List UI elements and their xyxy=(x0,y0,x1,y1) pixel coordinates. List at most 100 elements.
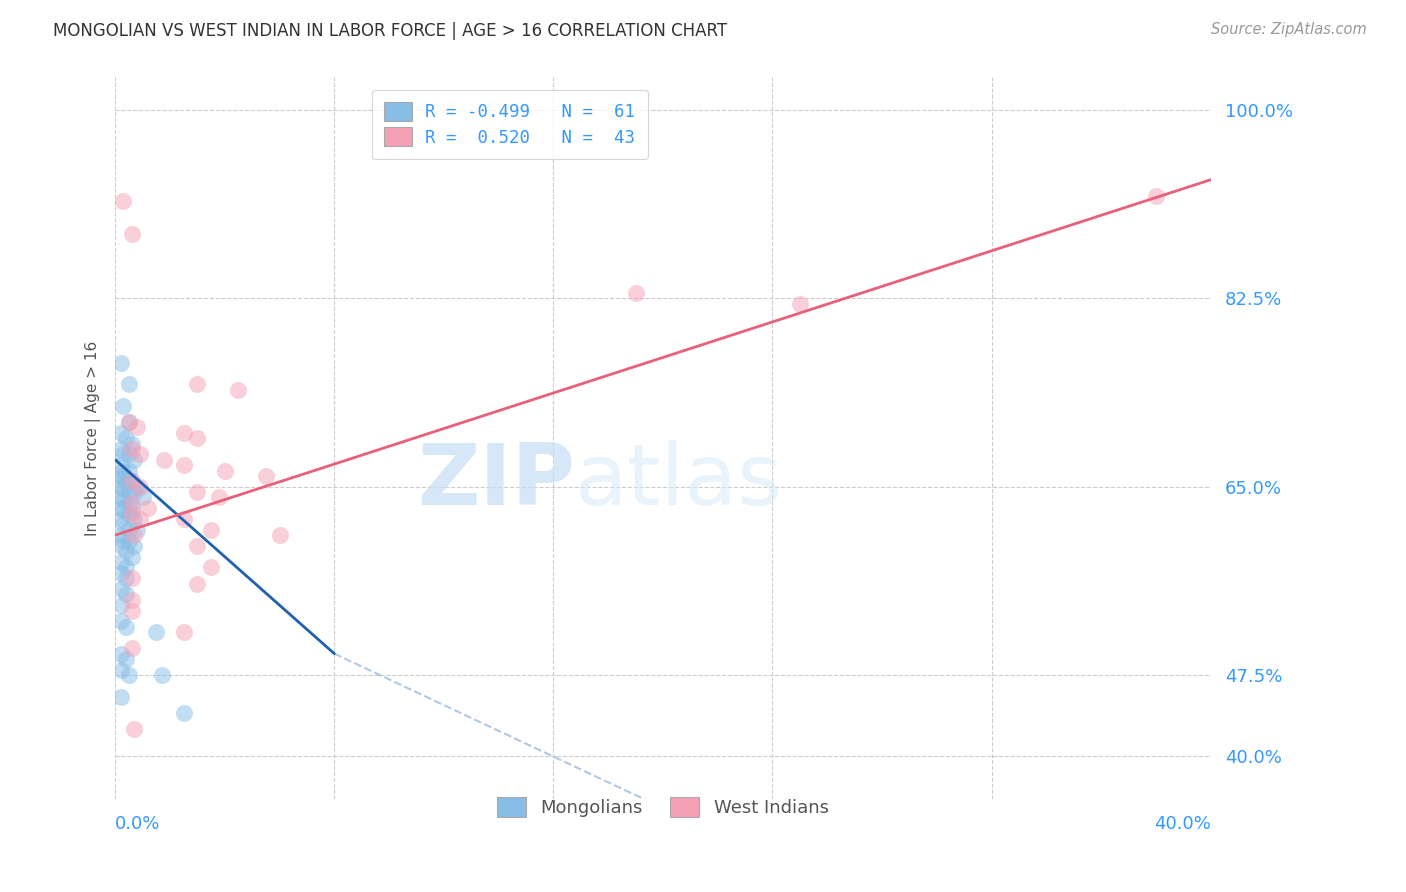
Point xyxy=(112,492,135,507)
Point xyxy=(110,425,132,440)
Point xyxy=(200,523,222,537)
Point xyxy=(110,615,132,629)
Point xyxy=(186,485,208,500)
Point xyxy=(118,523,141,537)
Text: Source: ZipAtlas.com: Source: ZipAtlas.com xyxy=(1211,22,1367,37)
Point xyxy=(112,464,135,478)
Point xyxy=(112,399,135,413)
Point xyxy=(131,491,153,505)
Point xyxy=(121,227,143,241)
Point xyxy=(110,539,132,553)
Point xyxy=(789,296,811,310)
Point xyxy=(118,447,141,461)
Text: 40.0%: 40.0% xyxy=(1154,815,1211,833)
Point xyxy=(127,523,149,537)
Text: 0.0%: 0.0% xyxy=(115,815,160,833)
Point xyxy=(110,480,132,494)
Point xyxy=(110,469,132,483)
Point xyxy=(112,194,135,209)
Point xyxy=(173,512,195,526)
Point xyxy=(112,503,135,517)
Point xyxy=(110,356,132,370)
Point xyxy=(153,452,176,467)
Point xyxy=(186,576,208,591)
Point xyxy=(208,491,231,505)
Point xyxy=(128,480,150,494)
Point xyxy=(112,533,135,548)
Point xyxy=(110,458,132,472)
Point xyxy=(124,539,146,553)
Point xyxy=(269,528,291,542)
Text: atlas: atlas xyxy=(575,440,783,523)
Text: ZIP: ZIP xyxy=(418,440,575,523)
Point xyxy=(136,501,159,516)
Point xyxy=(121,507,143,521)
Point xyxy=(110,491,132,505)
Point xyxy=(624,285,647,300)
Point xyxy=(186,377,208,392)
Point xyxy=(115,431,138,445)
Point xyxy=(118,507,141,521)
Point xyxy=(118,464,141,478)
Point xyxy=(110,512,132,526)
Point xyxy=(186,431,208,445)
Point xyxy=(118,496,141,510)
Point xyxy=(121,496,143,510)
Point xyxy=(110,501,132,516)
Point xyxy=(124,722,146,736)
Point xyxy=(110,442,132,456)
Point xyxy=(112,482,135,496)
Point xyxy=(121,442,143,456)
Point xyxy=(124,452,146,467)
Point xyxy=(118,485,141,500)
Point xyxy=(110,555,132,569)
Point xyxy=(115,475,138,489)
Point xyxy=(121,549,143,564)
Point xyxy=(115,544,138,558)
Point xyxy=(112,447,135,461)
Point xyxy=(228,383,250,397)
Point xyxy=(115,560,138,574)
Point xyxy=(121,436,143,450)
Point xyxy=(173,625,195,640)
Point xyxy=(150,668,173,682)
Point xyxy=(121,501,143,516)
Point xyxy=(112,517,135,532)
Point xyxy=(121,641,143,656)
Point xyxy=(200,560,222,574)
Point xyxy=(110,566,132,580)
Legend: Mongolians, West Indians: Mongolians, West Indians xyxy=(488,789,838,826)
Point xyxy=(127,480,149,494)
Point xyxy=(118,415,141,429)
Point xyxy=(124,512,146,526)
Point xyxy=(121,603,143,617)
Y-axis label: In Labor Force | Age > 16: In Labor Force | Age > 16 xyxy=(86,341,101,536)
Point xyxy=(110,598,132,612)
Point xyxy=(115,620,138,634)
Point xyxy=(115,571,138,585)
Point xyxy=(118,533,141,548)
Point xyxy=(186,539,208,553)
Point xyxy=(110,690,132,704)
Point xyxy=(121,571,143,585)
Point xyxy=(110,663,132,677)
Point xyxy=(112,471,135,485)
Point xyxy=(110,528,132,542)
Point xyxy=(115,652,138,666)
Point xyxy=(145,625,167,640)
Point xyxy=(173,706,195,720)
Point xyxy=(128,447,150,461)
Point xyxy=(121,592,143,607)
Point xyxy=(118,668,141,682)
Point xyxy=(127,420,149,434)
Point xyxy=(118,415,141,429)
Point xyxy=(124,485,146,500)
Point xyxy=(121,475,143,489)
Point xyxy=(214,464,236,478)
Point xyxy=(254,469,277,483)
Point xyxy=(173,425,195,440)
Text: MONGOLIAN VS WEST INDIAN IN LABOR FORCE | AGE > 16 CORRELATION CHART: MONGOLIAN VS WEST INDIAN IN LABOR FORCE … xyxy=(53,22,727,40)
Point xyxy=(118,377,141,392)
Point xyxy=(110,647,132,661)
Point xyxy=(1144,189,1167,203)
